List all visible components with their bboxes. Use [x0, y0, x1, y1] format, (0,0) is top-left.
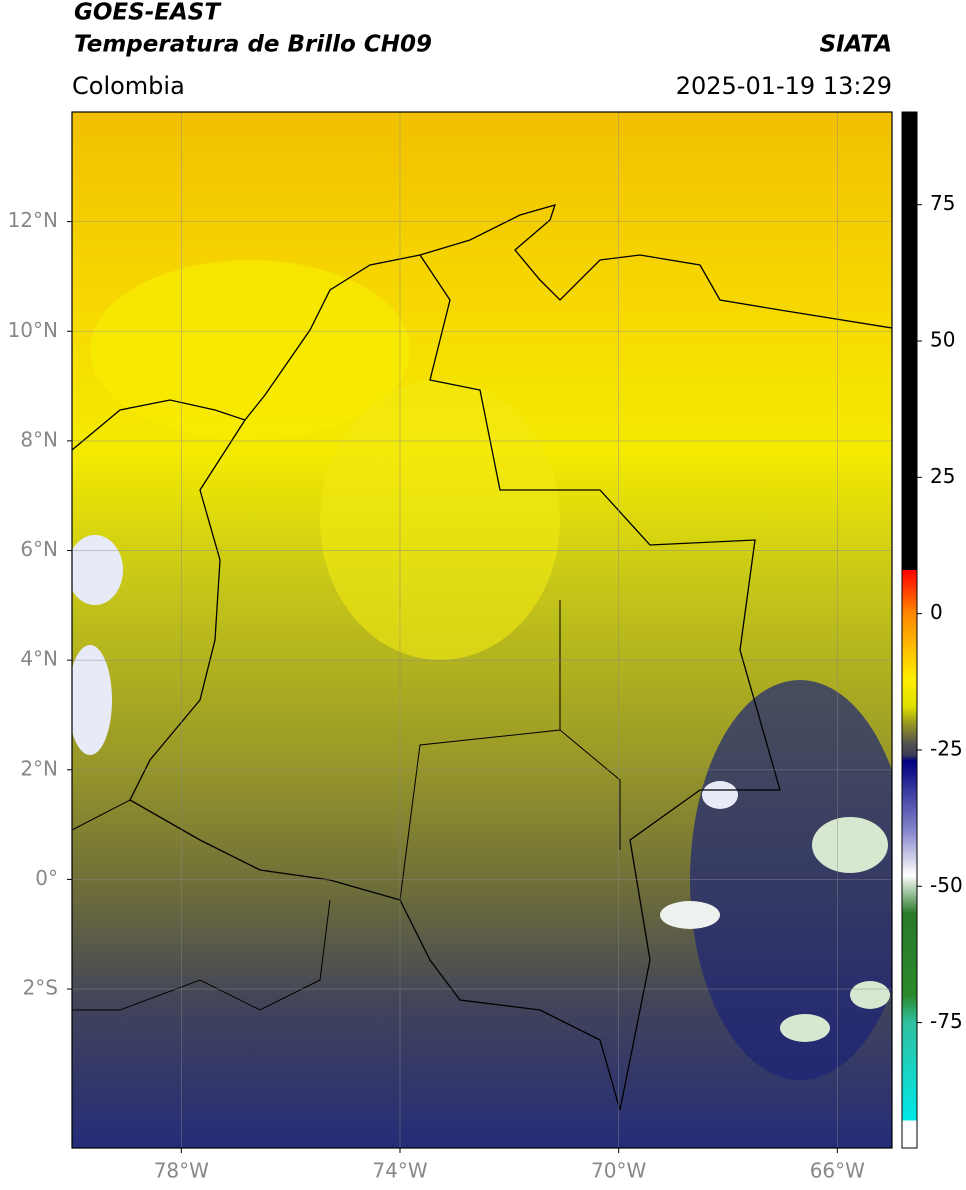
lon-label: 78°W — [154, 1159, 209, 1183]
lon-label: 74°W — [372, 1159, 427, 1183]
lat-label: 10°N — [8, 318, 58, 342]
lat-label: 8°N — [20, 427, 58, 451]
lat-label: 2°N — [20, 756, 58, 780]
coastline — [72, 204, 892, 451]
cloud-field — [72, 535, 123, 605]
colorbar-label: 25 — [930, 464, 955, 488]
colorbar-label: 75 — [930, 191, 955, 215]
colorbar-label: 0 — [930, 600, 943, 624]
region: Colombia — [72, 72, 185, 100]
lat-label: 2°S — [23, 976, 58, 1000]
timestamp: 2025-01-19 13:29 — [676, 72, 892, 100]
colorbar — [901, 111, 918, 1149]
country-border — [72, 899, 331, 1011]
cloud-field — [90, 260, 410, 440]
title: GOES-EAST — [74, 0, 222, 26]
colorbar-label: 50 — [930, 328, 955, 352]
colombia-border — [129, 254, 781, 1111]
cloud-field — [320, 380, 560, 660]
lon-label: 66°W — [810, 1159, 865, 1183]
colorbar-label: -75 — [930, 1009, 963, 1033]
department-border — [72, 600, 621, 901]
subtitle: Temperatura de Brillo CH09 — [74, 32, 432, 58]
colorbar-label: -25 — [930, 736, 963, 760]
cloud-field — [850, 981, 890, 1009]
lon-label: 70°W — [591, 1159, 646, 1183]
grid — [72, 112, 892, 1148]
cloud-field — [72, 645, 112, 755]
source: SIATA — [820, 32, 892, 58]
lat-label: 12°N — [8, 208, 58, 232]
cloud-field — [702, 781, 738, 809]
cloud-field — [660, 901, 720, 929]
cloud-field — [780, 1014, 830, 1042]
colorbar-label: -50 — [930, 873, 963, 897]
lat-label: 0° — [35, 866, 58, 890]
map-frame — [71, 111, 893, 1149]
lat-label: 4°N — [20, 647, 58, 671]
lat-label: 6°N — [20, 537, 58, 561]
cloud-field — [690, 680, 892, 1080]
map-image — [72, 112, 892, 1148]
cloud-field — [812, 817, 888, 873]
